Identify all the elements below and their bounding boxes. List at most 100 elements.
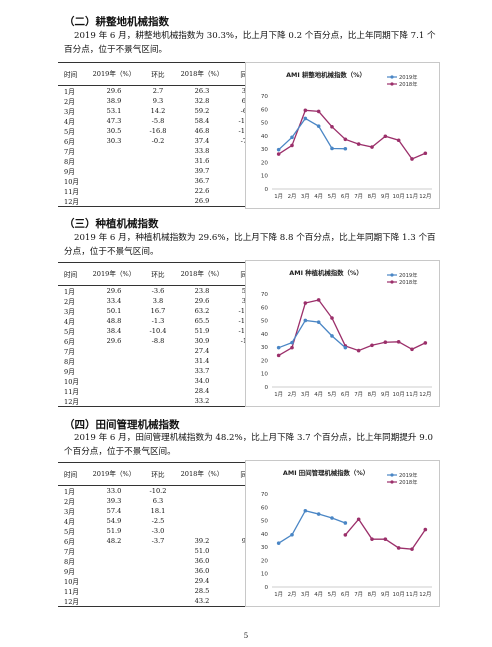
line-chart: AMI 种植机械指数（%） 2019年 2018年 0 10 20 30 40 50 60 70 1月… [245,260,440,407]
table-row: 12月 33.2 [58,396,270,407]
table-cell [136,356,180,366]
data-point [356,348,361,353]
data-point [410,347,414,352]
table-row: 10月 34.0 [58,376,270,386]
table-cell: 16.7 [150,307,166,315]
data-point [316,512,321,516]
table-cell [92,366,136,376]
table-cell [136,186,180,196]
table-cell: 5月 [64,528,75,536]
table-cell: 39.2 [194,537,210,545]
y-tick-label: 30 [261,147,269,153]
table-cell: 65.5 [194,317,210,325]
table-cell: 9月 [64,368,75,376]
table-cell [180,526,224,536]
legend-marker [390,480,394,484]
table-cell: 2月 [64,298,75,306]
legend-label: 2019年 [399,73,417,81]
table-header-cell: 环比 [136,462,180,486]
legend-label: 2018年 [399,278,417,286]
data-point [316,298,321,302]
table-cell: 11月 [64,388,79,396]
section-heading: （二）耕整地机械指数 [64,16,169,28]
table-cell: 48.8 [106,317,122,325]
series-line [278,319,346,349]
table-cell [92,176,136,186]
table-cell: 9.3 [152,97,164,105]
y-tick-label: 30 [261,345,269,351]
data-point [290,135,294,140]
table-cell: 10月 [64,178,79,186]
x-tick-label: 5月 [328,391,337,398]
table-cell: 8月 [64,358,75,366]
series-line [278,109,426,160]
data-point [330,334,334,338]
table-cell: 54.9 [106,517,122,525]
x-tick-label: 12月 [419,391,431,398]
table-row: 2月 39.3 6.3 [58,496,270,506]
series-line [278,117,346,151]
table-cell [92,166,136,176]
x-tick-label: 8月 [368,193,377,200]
y-tick-label: 40 [261,532,269,538]
data-point [290,340,294,345]
x-tick-label: 2月 [288,591,297,598]
table-cell: 4月 [64,318,75,326]
table-cell [180,516,224,526]
table-cell [136,596,180,607]
x-tick-label: 12月 [419,591,431,598]
series-line [278,509,346,544]
data-point [303,301,308,305]
table-cell: 33.7 [194,367,210,375]
table-cell: 4月 [64,118,75,126]
table-cell [92,156,136,166]
data-point [356,142,361,146]
y-tick-label: 60 [261,305,269,311]
table-cell [136,146,180,156]
table-cell: 9月 [64,568,75,576]
table-header-cell: 2018年（%） [180,462,224,486]
index-table: 时间2019年（%）环比2018年（%）同比1月33.0-10.22月39.36… [58,462,270,607]
table-cell [136,376,180,386]
table-cell [92,346,136,356]
table-cell: 33.2 [180,396,224,407]
table-cell: 28.4 [194,387,210,395]
table-cell: 29.6 [194,297,210,305]
table-cell [136,396,180,407]
table-row: 10月 36.7 [58,176,270,186]
x-tick-label: 6月 [341,391,350,398]
table-cell [136,176,180,186]
table-cell [136,386,180,396]
table-cell [92,186,136,196]
data-point [276,541,281,545]
x-tick-label: 4月 [314,193,323,200]
table-header-cell: 2018年（%） [180,262,224,286]
legend-label: 2019年 [399,471,417,479]
table-cell: 43.2 [180,596,224,607]
table-cell: 38.9 [106,97,122,105]
table-cell: 8月 [64,158,75,166]
table-cell: 29.6 [106,287,122,295]
table-cell: 36.0 [194,557,210,565]
index-table: 时间2019年（%）环比2018年（%）同比1月29.62.726.33.32月… [58,62,270,207]
table-row: 5月 51.9 -3.0 [58,526,270,536]
table-cell [180,496,224,506]
table-row: 9月 36.0 [58,566,270,576]
x-tick-label: 9月 [381,591,390,598]
table-row: 11月 22.6 [58,186,270,196]
table-cell: 31.4 [194,357,210,365]
data-point [303,318,308,323]
table-cell: -3.0 [151,527,165,535]
table-cell [136,576,180,586]
table-cell: 53.1 [106,107,122,115]
section-paragraph: 2019 年 6 月，耕整地机械指数为 30.3%，比上月下降 0.2 个百分点… [64,31,436,55]
table-cell: 32.8 [194,97,210,105]
table-cell: 18.1 [150,507,166,515]
table-cell: 39.3 [106,497,122,505]
table-cell: 33.0 [106,487,122,495]
table-header-cell: 环比 [136,62,180,86]
legend-marker [390,82,394,86]
y-tick-label: 20 [261,558,269,564]
table-cell [136,196,180,207]
